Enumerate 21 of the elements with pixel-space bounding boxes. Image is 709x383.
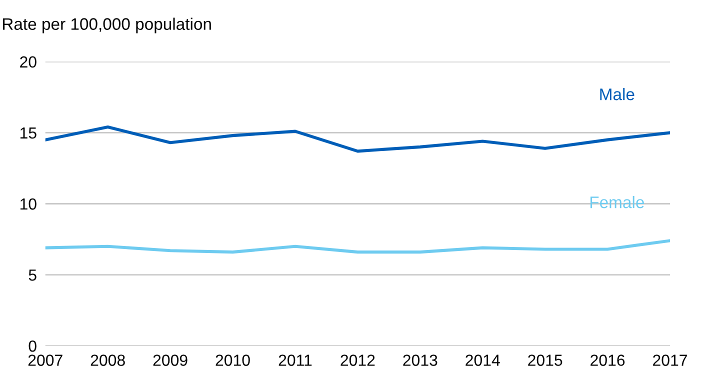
x-tick-label: 2009 [153, 354, 188, 366]
y-tick-label: 10 [20, 198, 36, 210]
x-tick-label: 2016 [590, 354, 625, 366]
y-axis-title: Rate per 100,000 population [3, 18, 211, 34]
line-series [45, 125, 670, 153]
y-tick-label: 15 [20, 128, 36, 139]
y-tick-label: 5 [28, 270, 36, 281]
x-tick-label: 2007 [28, 354, 62, 366]
x-tick-label: 2013 [403, 354, 438, 366]
x-tick-label: 2014 [466, 354, 500, 366]
x-tick-label: 2010 [216, 354, 250, 366]
y-tick-label: 0 [28, 340, 36, 352]
text: Male [600, 88, 634, 100]
y-tick-label: 20 [20, 56, 36, 68]
x-tick-label: 2008 [90, 354, 125, 366]
x-tick-label: 2011 [278, 354, 312, 366]
x-tick-label: 2012 [340, 354, 375, 366]
x-tick-label: 2017 [653, 354, 687, 366]
line-series [45, 239, 670, 254]
x-tick-label: 2015 [528, 354, 562, 366]
text: Female [590, 196, 644, 208]
